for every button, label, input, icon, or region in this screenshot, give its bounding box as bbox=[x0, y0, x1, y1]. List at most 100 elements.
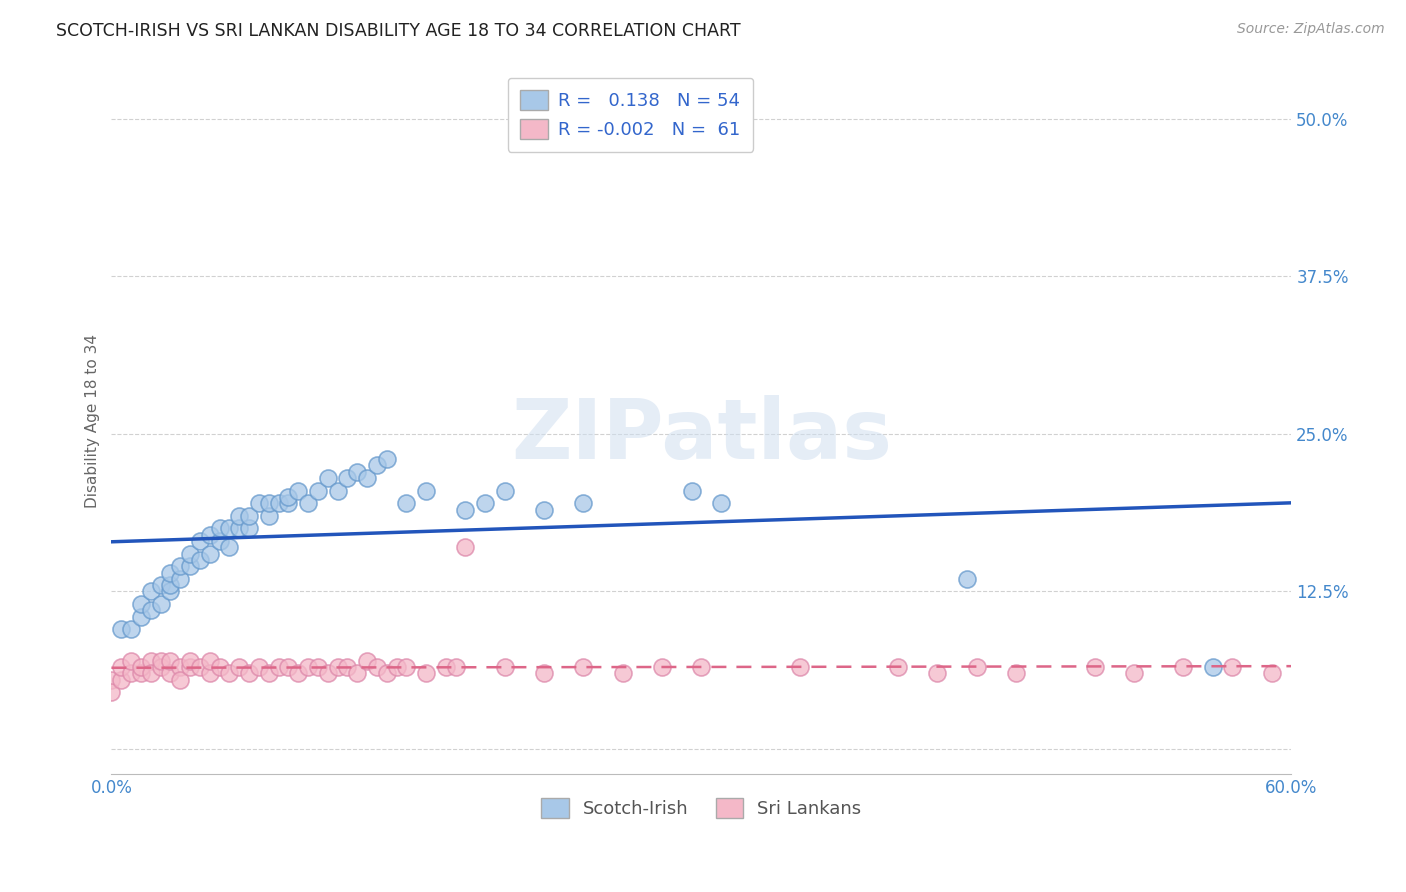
Point bbox=[110, 660, 132, 674]
Point bbox=[228, 508, 250, 523]
Point bbox=[198, 666, 221, 681]
Point bbox=[188, 660, 211, 674]
Point bbox=[287, 483, 309, 498]
Point bbox=[159, 654, 181, 668]
Point bbox=[533, 502, 555, 516]
Point bbox=[690, 660, 713, 674]
Point bbox=[287, 666, 309, 681]
Point bbox=[238, 508, 260, 523]
Point bbox=[247, 660, 270, 674]
Point bbox=[198, 547, 221, 561]
Point bbox=[188, 553, 211, 567]
Point bbox=[179, 654, 201, 668]
Point bbox=[100, 685, 122, 699]
Y-axis label: Disability Age 18 to 34: Disability Age 18 to 34 bbox=[86, 334, 100, 508]
Text: Source: ZipAtlas.com: Source: ZipAtlas.com bbox=[1237, 22, 1385, 37]
Point bbox=[356, 471, 378, 485]
Point bbox=[297, 496, 319, 510]
Point bbox=[326, 483, 349, 498]
Point bbox=[208, 521, 231, 535]
Point bbox=[277, 496, 299, 510]
Point bbox=[228, 521, 250, 535]
Point bbox=[247, 496, 270, 510]
Point bbox=[1220, 660, 1243, 674]
Point bbox=[316, 471, 339, 485]
Point bbox=[1260, 666, 1282, 681]
Point bbox=[159, 584, 181, 599]
Point bbox=[120, 622, 142, 636]
Point bbox=[149, 654, 172, 668]
Point bbox=[277, 660, 299, 674]
Point bbox=[169, 559, 191, 574]
Point bbox=[267, 496, 290, 510]
Text: ZIPatlas: ZIPatlas bbox=[510, 395, 891, 476]
Point bbox=[257, 508, 280, 523]
Point bbox=[1005, 666, 1028, 681]
Point bbox=[169, 660, 191, 674]
Point bbox=[415, 483, 437, 498]
Point bbox=[120, 654, 142, 668]
Point bbox=[454, 502, 477, 516]
Point bbox=[385, 660, 408, 674]
Point bbox=[572, 496, 595, 510]
Point bbox=[307, 660, 329, 674]
Point bbox=[316, 666, 339, 681]
Legend: Scotch-Irish, Sri Lankans: Scotch-Irish, Sri Lankans bbox=[534, 790, 869, 825]
Point bbox=[297, 660, 319, 674]
Point bbox=[169, 572, 191, 586]
Point bbox=[375, 452, 398, 467]
Point bbox=[188, 534, 211, 549]
Point bbox=[415, 666, 437, 681]
Point bbox=[169, 673, 191, 687]
Point bbox=[956, 572, 979, 586]
Point bbox=[1084, 660, 1107, 674]
Point bbox=[179, 547, 201, 561]
Point bbox=[434, 660, 457, 674]
Point bbox=[346, 465, 368, 479]
Point bbox=[218, 541, 240, 555]
Point bbox=[129, 666, 152, 681]
Point bbox=[238, 666, 260, 681]
Point bbox=[129, 660, 152, 674]
Point bbox=[336, 660, 359, 674]
Point bbox=[1201, 660, 1223, 674]
Point bbox=[307, 483, 329, 498]
Point bbox=[395, 660, 418, 674]
Point bbox=[612, 666, 634, 681]
Point bbox=[572, 660, 595, 674]
Point bbox=[326, 660, 349, 674]
Point bbox=[129, 609, 152, 624]
Point bbox=[208, 534, 231, 549]
Point bbox=[375, 666, 398, 681]
Point bbox=[257, 496, 280, 510]
Text: SCOTCH-IRISH VS SRI LANKAN DISABILITY AGE 18 TO 34 CORRELATION CHART: SCOTCH-IRISH VS SRI LANKAN DISABILITY AG… bbox=[56, 22, 741, 40]
Point bbox=[966, 660, 988, 674]
Point bbox=[139, 666, 162, 681]
Point bbox=[120, 666, 142, 681]
Point bbox=[444, 660, 467, 674]
Point bbox=[454, 541, 477, 555]
Point bbox=[149, 578, 172, 592]
Point bbox=[494, 660, 516, 674]
Point bbox=[159, 566, 181, 580]
Point bbox=[267, 660, 290, 674]
Point bbox=[356, 654, 378, 668]
Point bbox=[651, 660, 673, 674]
Point bbox=[346, 666, 368, 681]
Point bbox=[139, 603, 162, 617]
Point bbox=[218, 521, 240, 535]
Point bbox=[198, 654, 221, 668]
Point bbox=[927, 666, 949, 681]
Point bbox=[1123, 666, 1146, 681]
Point bbox=[159, 666, 181, 681]
Point bbox=[366, 458, 388, 473]
Point bbox=[494, 483, 516, 498]
Point bbox=[474, 496, 496, 510]
Point bbox=[257, 666, 280, 681]
Point bbox=[129, 597, 152, 611]
Point bbox=[277, 490, 299, 504]
Point bbox=[159, 578, 181, 592]
Point bbox=[789, 660, 811, 674]
Point bbox=[336, 471, 359, 485]
Point bbox=[1173, 660, 1195, 674]
